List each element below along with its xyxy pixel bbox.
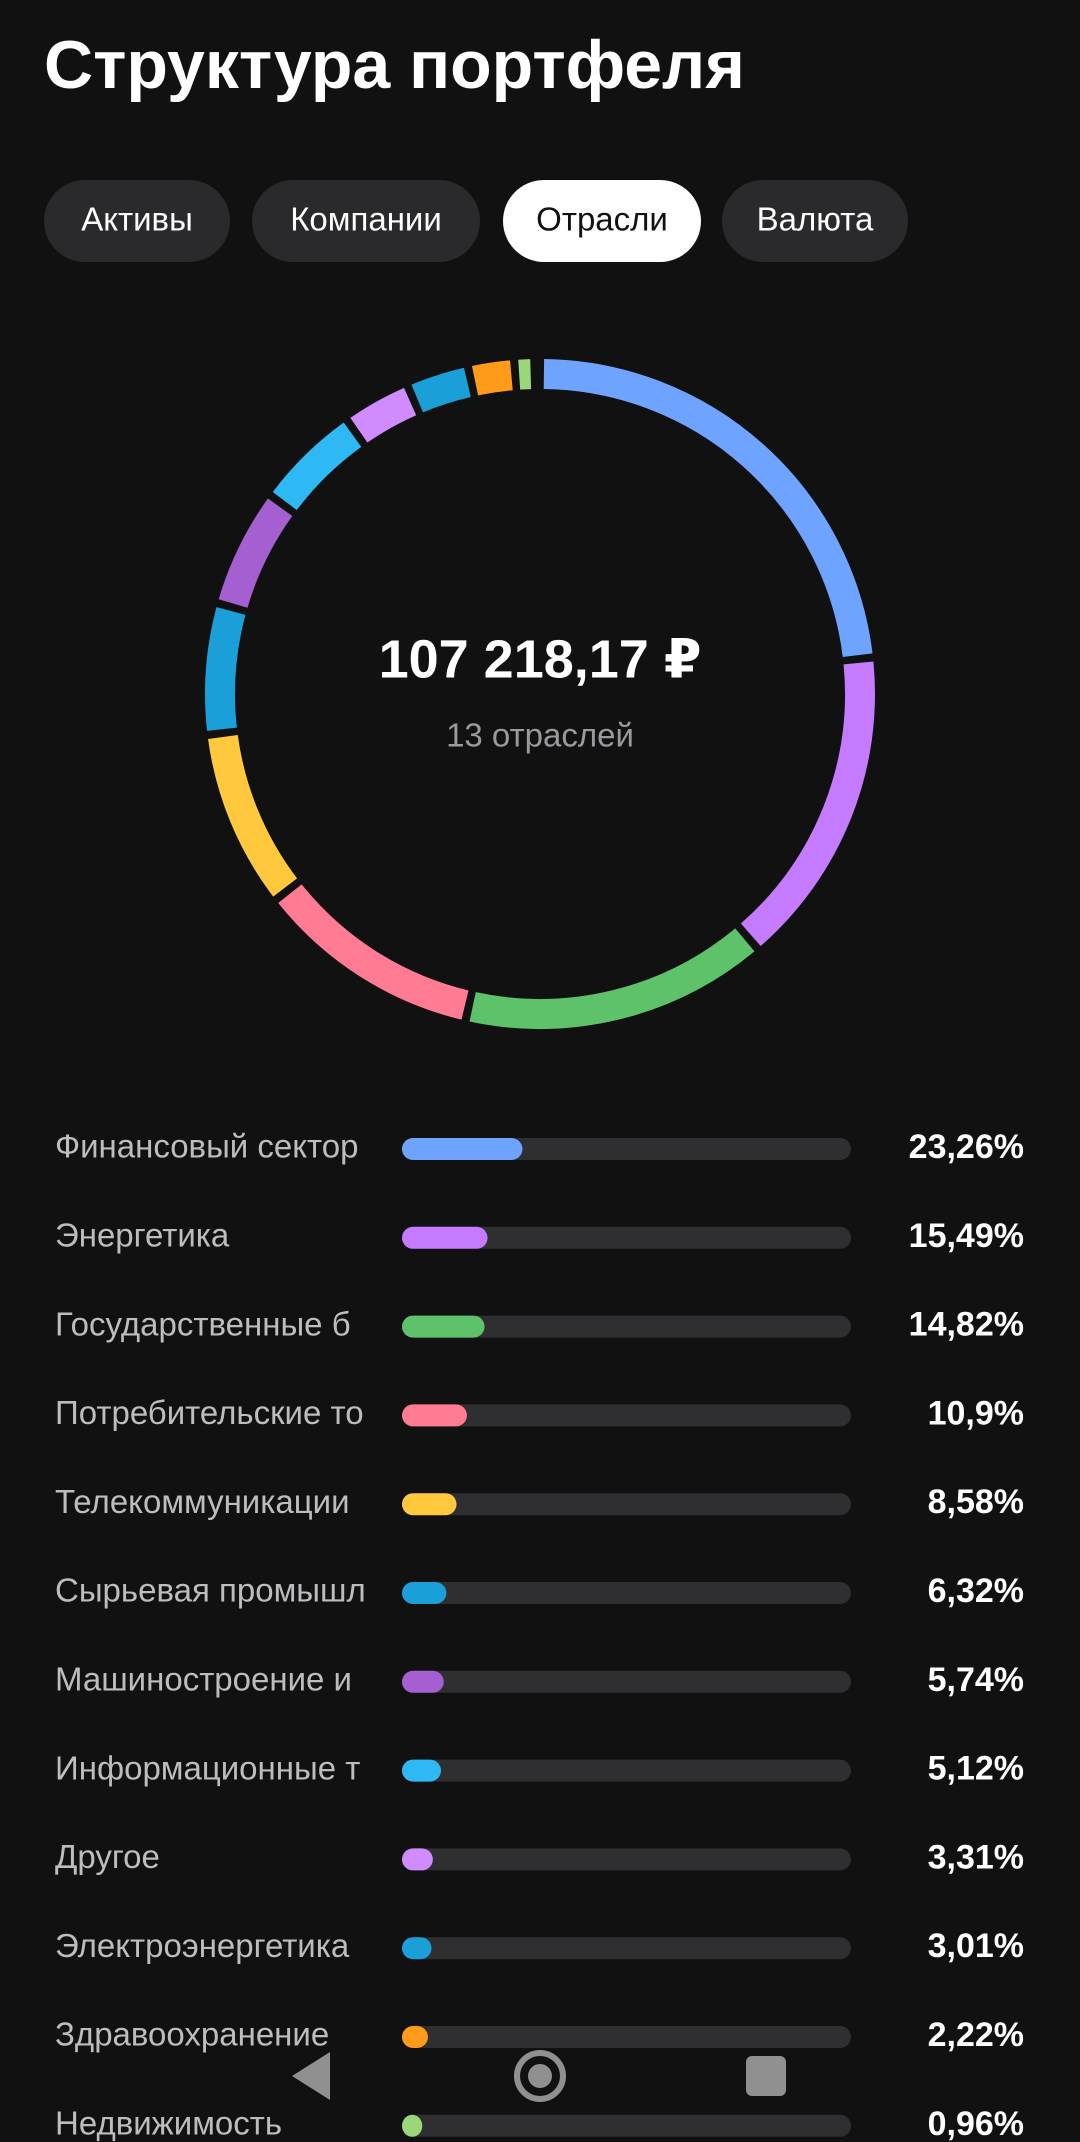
sector-name: Машиностроение и <box>55 1661 352 1698</box>
sector-name: Информационные т <box>55 1749 360 1786</box>
bar <box>402 1138 523 1160</box>
nav-home-dot <box>528 2064 552 2088</box>
donut-segment <box>205 607 246 731</box>
sector-value: 10,9% <box>928 1394 1024 1432</box>
donut-segment <box>272 422 362 511</box>
tab-active[interactable]: Отрасли <box>536 201 668 238</box>
sector-value: 0,96% <box>928 2105 1024 2142</box>
bar <box>402 2114 423 2137</box>
sector-name: Недвижимость <box>55 2105 282 2142</box>
bar-track <box>402 1759 851 1782</box>
bar-track <box>402 1582 851 1604</box>
nav-home[interactable] <box>514 2050 566 2102</box>
donut-segment <box>518 359 532 390</box>
donut-segment <box>218 498 293 608</box>
bar <box>402 1582 447 1604</box>
subtitle: 13 отраслей <box>446 717 634 754</box>
sector-name: Финансовый сектор <box>55 1128 359 1165</box>
bar <box>402 1404 467 1427</box>
nav-recent[interactable] <box>746 2056 786 2096</box>
donut-segment <box>469 928 755 1029</box>
donut <box>205 359 875 1029</box>
total: 107 218,17 ₽ <box>379 629 702 689</box>
sector-name: Здравоохранение <box>55 2016 329 2053</box>
bar-track <box>402 1670 851 1693</box>
bar <box>402 1493 457 1516</box>
nav-back[interactable] <box>292 2052 330 2100</box>
bar-track <box>402 1937 851 1960</box>
sector-value: 2,22% <box>928 2016 1024 2054</box>
tab[interactable]: Компании <box>290 201 442 238</box>
donut-segment <box>411 367 472 413</box>
tab[interactable]: Валюта <box>757 201 874 238</box>
nav-bar <box>292 2050 786 2102</box>
bar <box>402 2026 428 2048</box>
sector-list: Финансовый сектор 23,26% Энергетика 15,49% Г… <box>55 1128 1024 2142</box>
sector-name: Электроэнергетика <box>55 1927 350 1964</box>
sector-value: 14,82% <box>909 1306 1024 1344</box>
bar-track <box>402 1404 851 1427</box>
sector-name: Государственные б <box>55 1305 351 1342</box>
donut-segment <box>278 884 469 1020</box>
bar <box>402 1670 444 1693</box>
sector-value: 3,31% <box>928 1838 1024 1876</box>
tab-bg[interactable] <box>722 180 908 262</box>
tab-bg-active[interactable] <box>503 180 701 262</box>
bar <box>402 1937 432 1960</box>
tab[interactable]: Активы <box>81 201 193 238</box>
bar <box>402 1226 488 1249</box>
bar-track <box>402 1493 851 1516</box>
sector-name: Телекоммуникации <box>55 1483 350 1520</box>
page-title: Структура портфеля <box>44 27 745 103</box>
donut-segment <box>740 661 875 947</box>
bar-track <box>402 1315 851 1338</box>
bar-track <box>402 2114 851 2137</box>
bar-track <box>402 1848 851 1871</box>
bar-track <box>402 2026 851 2048</box>
sector-name: Потребительские то <box>55 1394 364 1431</box>
bar <box>402 1759 441 1782</box>
bar <box>402 1315 485 1338</box>
tab-bg[interactable] <box>44 180 230 262</box>
bar-track <box>402 1226 851 1249</box>
sector-value: 3,01% <box>928 1927 1024 1965</box>
sector-name: Сырьевая промышл <box>55 1572 366 1609</box>
tab-bg[interactable] <box>252 180 480 262</box>
sector-value: 5,74% <box>928 1661 1024 1699</box>
donut-segment <box>471 360 513 396</box>
sector-value: 8,58% <box>928 1483 1024 1521</box>
sector-name: Энергетика <box>55 1217 230 1254</box>
sector-name: Другое <box>55 1838 160 1875</box>
donut-segment <box>543 359 873 658</box>
sector-value: 23,26% <box>909 1128 1024 1166</box>
sector-value: 5,12% <box>928 1750 1024 1788</box>
bar <box>402 1848 433 1871</box>
donut-segment <box>208 734 298 897</box>
sector-value: 6,32% <box>928 1572 1024 1610</box>
sector-value: 15,49% <box>909 1217 1024 1255</box>
donut-segment <box>350 387 417 443</box>
